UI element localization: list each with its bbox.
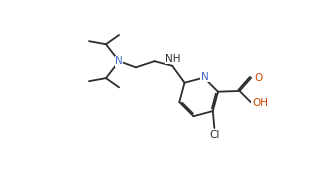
Text: NH: NH [165, 54, 181, 64]
Text: OH: OH [252, 98, 268, 108]
Text: N: N [201, 72, 208, 82]
Text: N: N [115, 56, 123, 66]
Text: O: O [254, 73, 262, 83]
Text: Cl: Cl [209, 130, 220, 140]
